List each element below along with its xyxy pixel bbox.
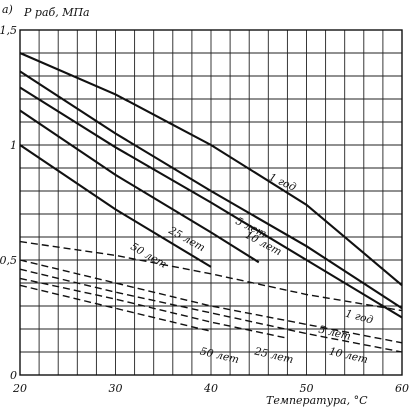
series-label: 10 лет [328,346,369,367]
series-line [19,144,212,268]
series-label: 25 лет [166,224,207,254]
series-line [19,86,403,319]
series-label: 1 год [344,308,375,327]
series-line [19,70,403,310]
x-tick-label: 60 [395,382,409,395]
y-tick-label: 0 [10,369,17,382]
series-label: 25 лет [252,345,294,366]
series-label: 50 лет [199,346,240,367]
y-tick-label: 1 [10,139,17,152]
series-label: 5 лет [317,324,352,343]
y-axis-label: P раб, МПа [23,6,90,19]
x-axis-label: Температура, °C [266,394,368,407]
plot-frame [19,29,403,376]
x-tick-label: 30 [109,382,123,395]
series-line [19,109,260,264]
series-line [19,240,403,312]
y-tick-label: 1,5 [0,24,17,37]
x-tick-label: 50 [300,382,314,395]
series-line [19,52,403,287]
tick-labels: 20 30 40 50 60 0 0,5 1 1,5 [0,24,409,395]
series-group [19,52,403,353]
panel-label: а) [2,3,13,16]
x-tick-label: 20 [12,382,27,395]
x-tick-label: 40 [203,382,218,395]
y-tick-label: 0,5 [0,254,17,267]
series-line [19,277,288,339]
